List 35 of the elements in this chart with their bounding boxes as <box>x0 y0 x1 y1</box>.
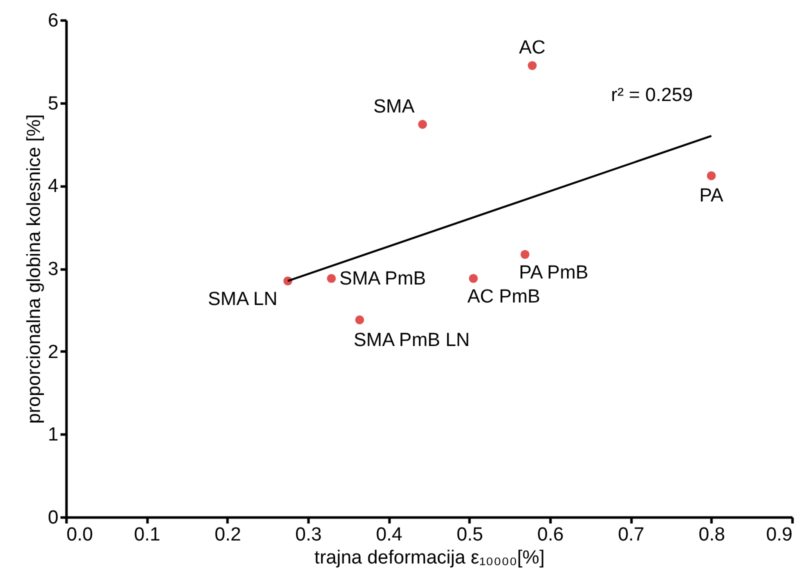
annotation: SMA PmB <box>339 268 426 290</box>
x-axis-title: trajna deformacija ε₁₀₀₀₀[%] <box>314 548 545 568</box>
y-tick-label: 1 <box>48 424 58 446</box>
x-tick-label: 0.3 <box>295 524 322 546</box>
annotation: PA PmB <box>518 262 588 284</box>
y-tick-label: 5 <box>48 93 58 114</box>
annotation: AC <box>519 38 546 59</box>
x-tick-label: 0.1 <box>134 524 160 546</box>
y-tick-label: 0 <box>48 508 58 528</box>
annotation: SMA LN <box>208 288 278 310</box>
annotation: SMA <box>373 96 415 118</box>
y-axis-title: proporcionalna globina kolesnice [%] <box>24 114 45 424</box>
x-tick-label: 0.4 <box>376 524 403 546</box>
x-tick-label: 0.2 <box>214 524 242 546</box>
y-tick-label: 4 <box>48 176 59 198</box>
x-tick-label: 0.7 <box>618 524 644 546</box>
point <box>355 315 364 324</box>
x-tick-label: 0.8 <box>698 524 726 546</box>
x-tick-label: 0.0 <box>66 524 93 546</box>
annotation: SMA PmB LN <box>354 330 470 351</box>
x-tick-label: 0.5 <box>456 524 484 546</box>
y-tick-label: 2 <box>48 342 58 363</box>
point <box>326 274 336 283</box>
y-tick-label: 6 <box>48 10 58 32</box>
y-tick-label: 3 <box>48 259 58 280</box>
annotation: AC PmB <box>467 286 540 308</box>
x-tick-label: 0.6 <box>537 524 564 546</box>
point <box>706 171 716 180</box>
annotation: r² = 0.259 <box>611 85 693 106</box>
annotation: PA <box>699 186 724 207</box>
point <box>468 274 478 283</box>
point <box>528 61 537 70</box>
point <box>520 250 530 259</box>
x-tick-label: 0.9 <box>766 524 792 546</box>
point <box>418 120 428 129</box>
